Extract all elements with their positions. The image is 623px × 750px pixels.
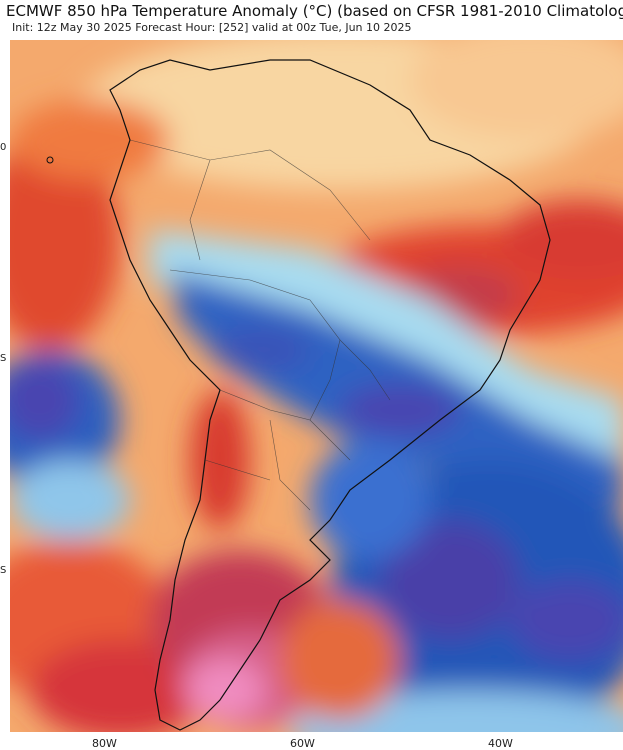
map-canvas — [10, 40, 623, 732]
anomaly-field — [10, 40, 623, 732]
lon-label: 40W — [488, 737, 513, 750]
coastlines — [109, 59, 551, 731]
lon-label: 80W — [92, 737, 117, 750]
map-title: ECMWF 850 hPa Temperature Anomaly (°C) (… — [6, 2, 623, 20]
lat-label: S — [0, 353, 7, 364]
map-subtitle: Init: 12z May 30 2025 Forecast Hour: [25… — [12, 21, 412, 34]
anomaly-map — [10, 40, 623, 732]
country-borders — [129, 139, 391, 511]
lat-label: 0 — [0, 142, 7, 153]
lon-label: 60W — [290, 737, 315, 750]
galapagos — [46, 156, 54, 164]
lat-label: S — [0, 565, 7, 576]
